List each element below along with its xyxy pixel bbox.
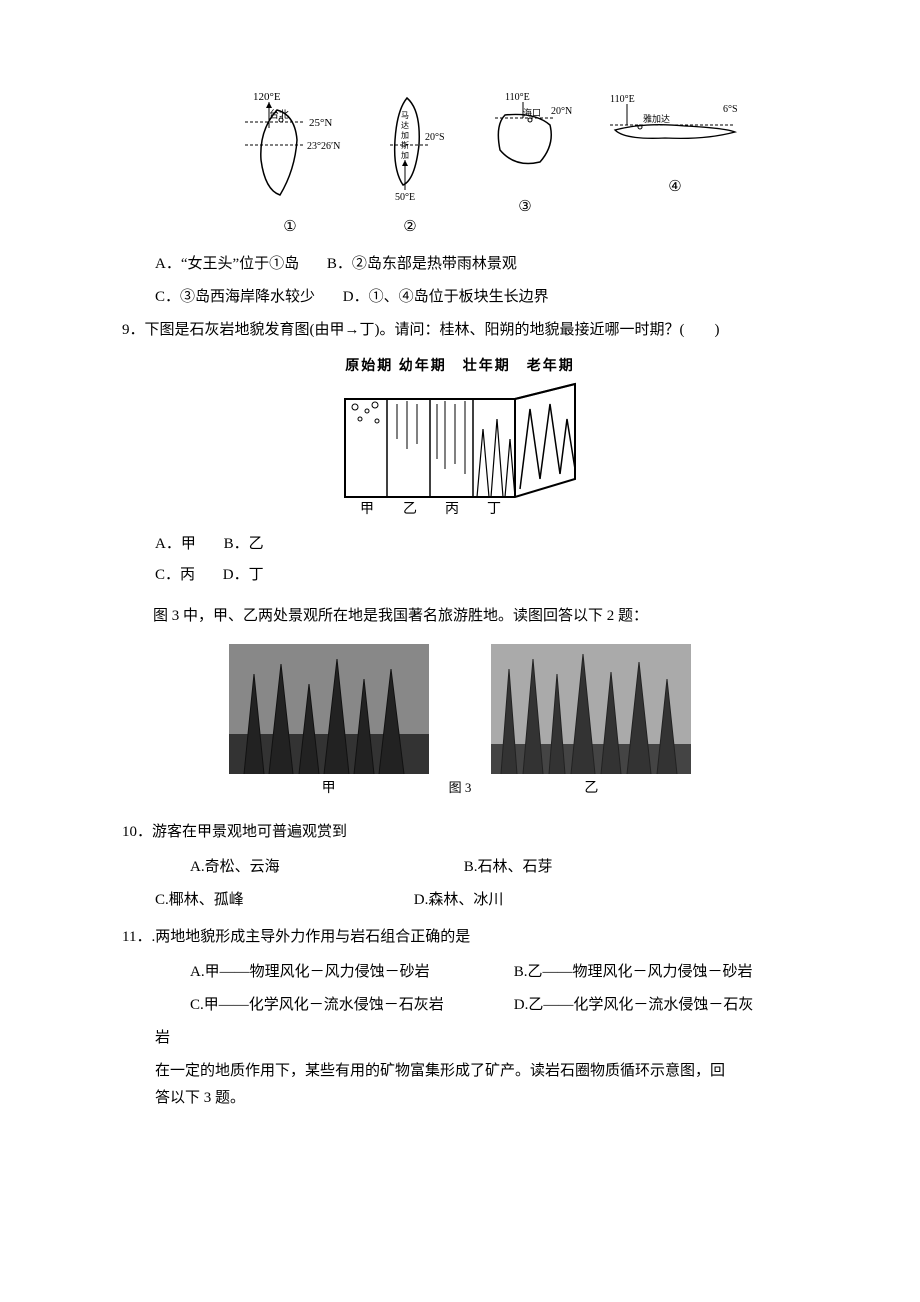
photo-left-label: 甲 bbox=[322, 776, 336, 801]
svg-text:丁: 丁 bbox=[487, 502, 501, 517]
svg-text:达: 达 bbox=[401, 120, 409, 130]
q11-trailing: 岩 bbox=[155, 1025, 815, 1052]
q11-opt-c: C.甲——化学风化－流水侵蚀－石灰岩 bbox=[190, 992, 510, 1019]
q11-options: A.甲——物理风化－风力侵蚀－砂岩 B.乙——物理风化－风力侵蚀－砂岩 C.甲—… bbox=[190, 959, 815, 1019]
map-1-lat2: 23°26′N bbox=[307, 141, 340, 152]
map-1-num: ① bbox=[283, 214, 296, 241]
svg-text:乙: 乙 bbox=[403, 501, 417, 517]
limestone-figure: 甲 乙 丙 丁 bbox=[105, 379, 815, 519]
q10-opt-c: C.椰林、孤峰 bbox=[155, 887, 410, 914]
map-3-svg: 110°E 20°N 海口 bbox=[475, 90, 575, 190]
map-1-svg: 120°E 25°N 23°26′N 台北 bbox=[235, 90, 345, 210]
photo-left: 甲 bbox=[229, 644, 429, 801]
q8-opt-d: D．①、④岛位于板块生长边界 bbox=[343, 284, 549, 311]
photo-right-box bbox=[491, 644, 691, 774]
map-4-lat: 6°S bbox=[723, 104, 738, 115]
photo-left-box bbox=[229, 644, 429, 774]
map-4-lon: 110°E bbox=[610, 94, 635, 105]
q8-options-row1: A．“女王头”位于①岛 B．②岛东部是热带雨林景观 bbox=[155, 251, 815, 278]
svg-text:加: 加 bbox=[401, 150, 409, 160]
q11-opt-d: D.乙——化学风化－流水侵蚀－石灰 bbox=[514, 992, 754, 1019]
q11-stem: 11．.两地地貌形成主导外力作用与岩石组合正确的是 bbox=[122, 924, 815, 951]
q10-options: A.奇松、云海 B.石林、石芽 C.椰林、孤峰 D.森林、冰川 bbox=[190, 854, 815, 914]
q10-opt-d: D.森林、冰川 bbox=[414, 887, 504, 914]
context-1: 图 3 中，甲、乙两处景观所在地是我国著名旅游胜地。读图回答以下 2 题： bbox=[153, 603, 815, 630]
map-3-lon: 110°E bbox=[505, 92, 530, 103]
q8-opt-c: C．③岛西海岸降水较少 bbox=[155, 284, 315, 311]
photo-right: 乙 bbox=[491, 644, 691, 801]
svg-text:甲: 甲 bbox=[360, 502, 374, 517]
photo-mid-label: 图 3 bbox=[449, 776, 472, 799]
map-3-num: ③ bbox=[518, 194, 531, 221]
context-2-line2: 答以下 3 题。 bbox=[155, 1085, 815, 1112]
q11-opt-a: A.甲——物理风化－风力侵蚀－砂岩 bbox=[190, 959, 510, 986]
photos-row: 甲 图 3 乙 bbox=[105, 644, 815, 801]
q10-opt-b: B.石林、石芽 bbox=[464, 854, 553, 881]
q9-opt-a: A．甲 bbox=[155, 531, 196, 558]
map-4-svg: 110°E 6°S 雅加达 bbox=[605, 90, 745, 170]
map-1: 120°E 25°N 23°26′N 台北 ① bbox=[235, 90, 345, 241]
q9-opts-row1: A．甲 B．乙 bbox=[155, 531, 815, 558]
map-1-lon: 120°E bbox=[253, 91, 281, 103]
q9-opt-c: C．丙 bbox=[155, 562, 195, 589]
map-2-lon: 50°E bbox=[395, 192, 415, 203]
svg-text:加: 加 bbox=[401, 130, 409, 140]
svg-text:丙: 丙 bbox=[445, 502, 459, 517]
svg-text:斯: 斯 bbox=[401, 140, 409, 150]
q10-stem: 10．游客在甲景观地可普遍观赏到 bbox=[122, 819, 815, 846]
q9-opts-row2: C．丙 D．丁 bbox=[155, 562, 815, 589]
map-4-num: ④ bbox=[668, 174, 681, 201]
q8-opt-b: B．②岛东部是热带雨林景观 bbox=[327, 251, 517, 278]
context-2-line1: 在一定的地质作用下，某些有用的矿物富集形成了矿产。读岩石圈物质循环示意图，回 bbox=[155, 1058, 815, 1085]
map-2: 20°S 50°E 马 达 加 斯 加 ② bbox=[375, 90, 445, 241]
map-1-lat1: 25°N bbox=[309, 117, 332, 129]
q10-opt-a: A.奇松、云海 bbox=[190, 854, 460, 881]
island-maps-row: 120°E 25°N 23°26′N 台北 ① 20°S 50°E 马 达 加 … bbox=[165, 90, 815, 241]
limestone-svg: 甲 乙 丙 丁 bbox=[325, 379, 595, 519]
q9-opt-b: B．乙 bbox=[224, 531, 264, 558]
q9-opt-d: D．丁 bbox=[223, 562, 264, 589]
map-2-num: ② bbox=[403, 214, 416, 241]
map-2-svg: 20°S 50°E 马 达 加 斯 加 bbox=[375, 90, 445, 210]
q9-stem: 9．下图是石灰岩地貌发育图(由甲→丁)。请问：桂林、阳朔的地貌最接近哪一时期？(… bbox=[122, 317, 815, 344]
map-4: 110°E 6°S 雅加达 ④ bbox=[605, 90, 745, 201]
q8-opt-a: A．“女王头”位于①岛 bbox=[155, 251, 299, 278]
photo-right-label: 乙 bbox=[584, 776, 598, 801]
q8-options-row2: C．③岛西海岸降水较少 D．①、④岛位于板块生长边界 bbox=[155, 284, 815, 311]
map-2-lat: 20°S bbox=[425, 132, 445, 143]
map-4-city: 雅加达 bbox=[643, 113, 670, 124]
q11-opt-b: B.乙——物理风化－风力侵蚀－砂岩 bbox=[514, 959, 753, 986]
map-2-label-1: 马 bbox=[401, 111, 409, 120]
map-3-lat: 20°N bbox=[551, 106, 572, 117]
map-3: 110°E 20°N 海口 ③ bbox=[475, 90, 575, 221]
limestone-stage-labels: 原始期 幼年期 壮年期 老年期 bbox=[105, 354, 815, 379]
